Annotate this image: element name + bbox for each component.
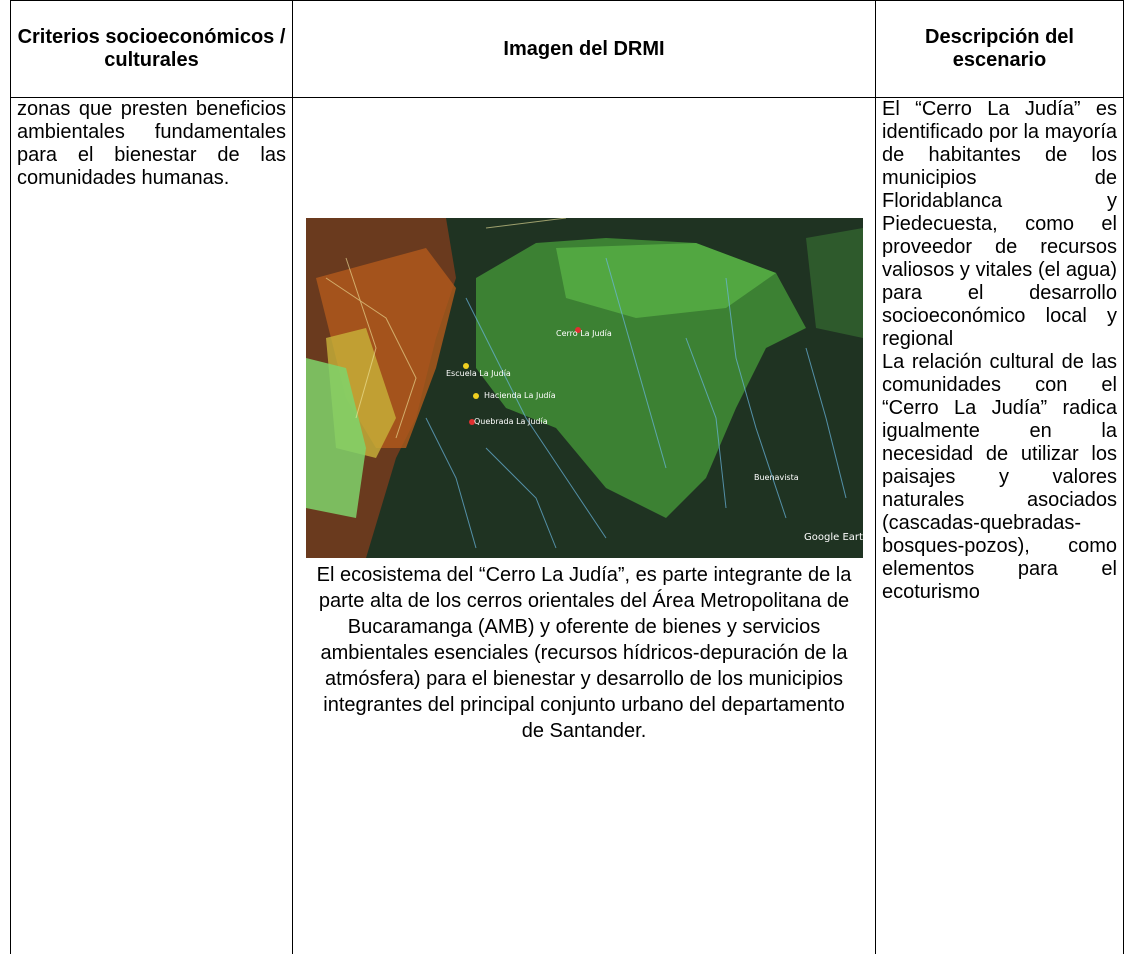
map-label: Quebrada La Judía	[474, 417, 548, 426]
header-row: Criterios socioeconómicos / culturales I…	[10, 0, 1124, 98]
description-cell: El “Cerro La Judía” es identificado por …	[875, 97, 1124, 954]
criteria-text: zonas que presten beneficios ambientales…	[17, 98, 286, 189]
map-label: Google Earth	[804, 532, 863, 543]
criteria-cell: zonas que presten beneficios ambientales…	[10, 97, 293, 954]
criteria-table: Criterios socioeconómicos / culturales I…	[10, 0, 1124, 954]
body-row: zonas que presten beneficios ambientales…	[10, 97, 1124, 954]
map-label: Cerro La Judía	[556, 329, 612, 338]
header-cell: Descripción del escenario	[875, 0, 1124, 98]
image-cell: Cerro La Judía Escuela La Judía Hacienda…	[292, 97, 876, 954]
map-label: Buenavista	[754, 473, 799, 482]
satellite-map: Cerro La Judía Escuela La Judía Hacienda…	[305, 218, 863, 558]
image-caption: El ecosistema del “Cerro La Judía”, es p…	[316, 564, 852, 742]
header-cell: Criterios socioeconómicos / culturales	[10, 0, 293, 98]
map-label: Escuela La Judía	[446, 369, 511, 378]
description-text: La relación cultural de las comunidades …	[882, 351, 1117, 603]
map-label: Hacienda La Judía	[484, 391, 556, 400]
header-cell: Imagen del DRMI	[292, 0, 876, 98]
description-text: El “Cerro La Judía” es identificado por …	[882, 98, 1117, 350]
